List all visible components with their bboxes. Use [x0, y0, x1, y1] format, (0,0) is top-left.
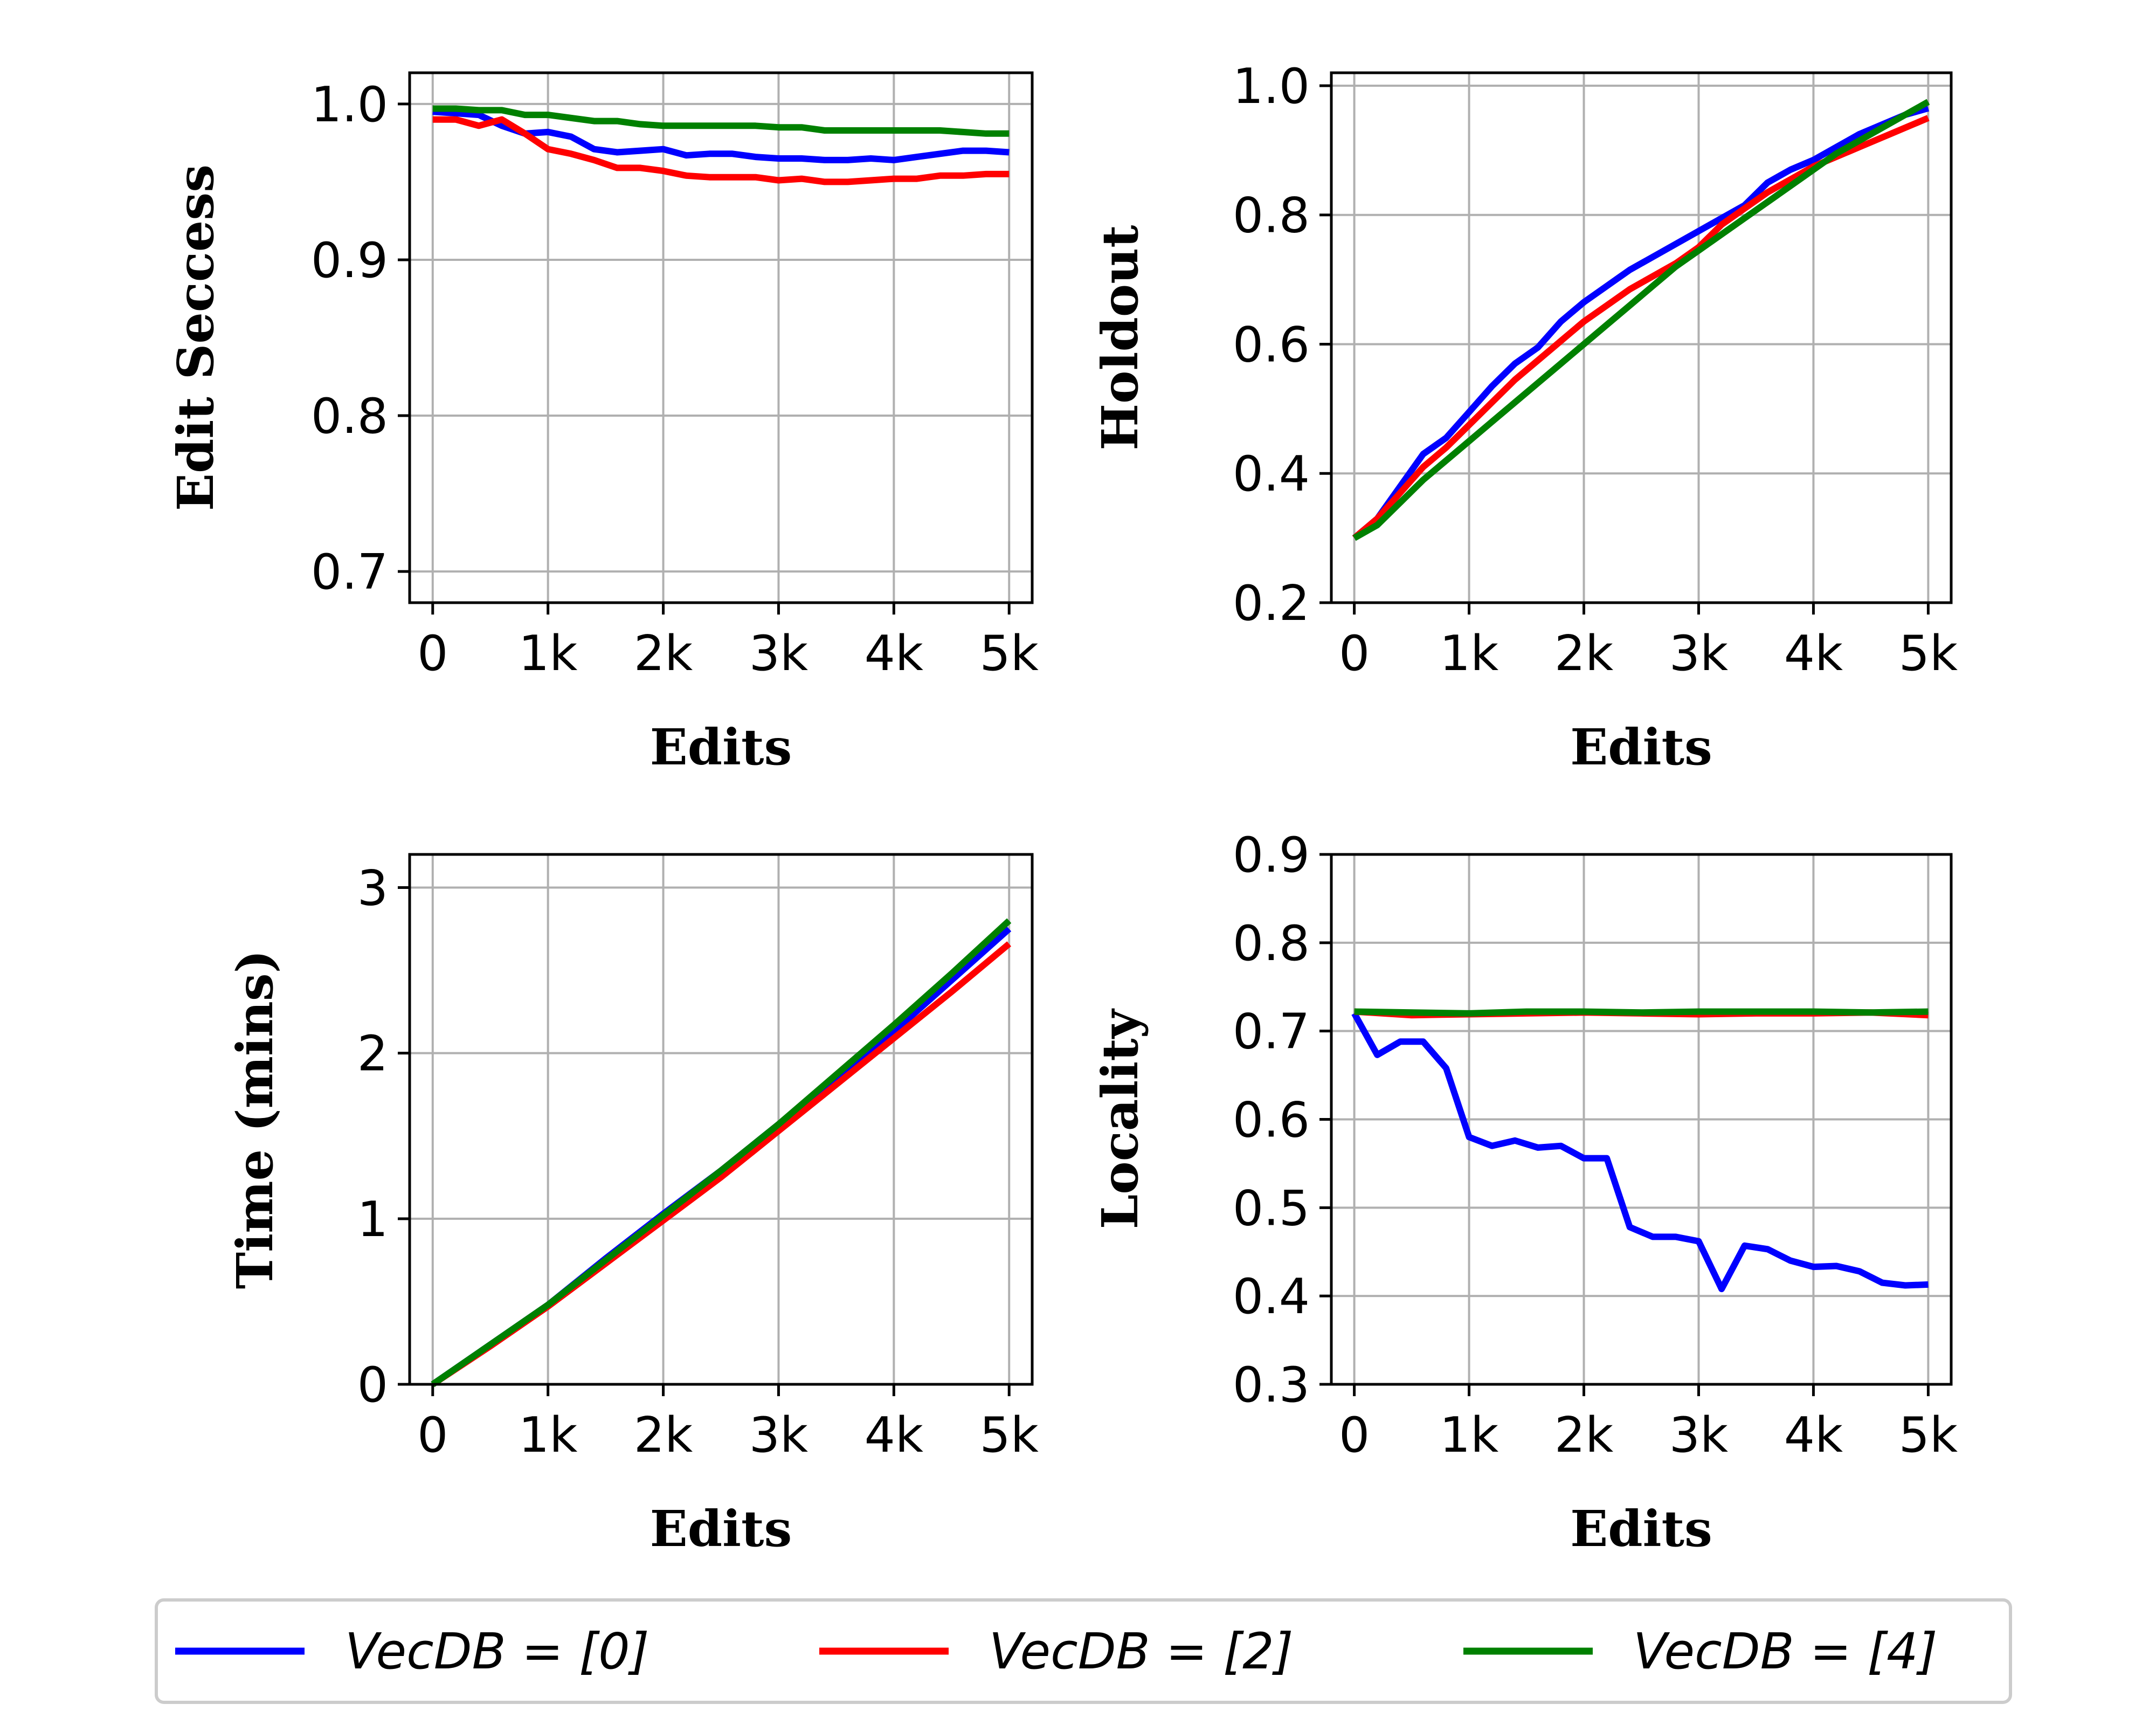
- series-line: [432, 116, 1010, 185]
- y-tick-label: 0.6: [1233, 316, 1310, 373]
- x-axis-label: Edits: [1570, 1500, 1712, 1558]
- y-tick-label: 0.8: [1233, 915, 1310, 972]
- x-tick-label: 0: [1339, 1407, 1370, 1464]
- x-tick-label: 3k: [749, 625, 808, 682]
- y-tick-label: 0.8: [1233, 188, 1310, 244]
- y-tick-label: 0.4: [1233, 1268, 1310, 1325]
- series-line: [431, 918, 1012, 1387]
- x-tick-label: 2k: [1554, 1407, 1613, 1464]
- series-line: [432, 105, 1010, 137]
- legend-label: VecDB = [2]: [989, 1623, 1294, 1680]
- y-tick-label: 0.6: [1233, 1092, 1310, 1149]
- y-tick-label: 0.9: [311, 232, 388, 289]
- y-tick-label: 0.8: [311, 388, 388, 445]
- y-tick-label: 1.0: [1233, 58, 1310, 115]
- chart-panel: 0 1k 2k 3k 4k 5k 0 1 2 3 Edits Time (mins): [226, 853, 1039, 1558]
- series-line: [1351, 1011, 1929, 1293]
- legend-label: VecDB = [0]: [345, 1623, 649, 1680]
- y-tick-label: 1.0: [311, 77, 388, 133]
- series-line: [1352, 99, 1930, 541]
- x-tick-label: 4k: [1784, 625, 1843, 682]
- x-tick-label: 4k: [865, 625, 923, 682]
- legend-entry: VecDB = [0]: [175, 1623, 649, 1680]
- x-tick-label: 5k: [1899, 1407, 1958, 1464]
- y-tick-label: 2: [357, 1026, 388, 1082]
- x-tick-label: 2k: [634, 625, 693, 682]
- chart-panels: 0 1k 2k 3k 4k 5k 0.7 0.8 0.9 1.0 Edits Edit Seccess…: [167, 58, 1958, 1558]
- y-tick-label: 3: [357, 860, 388, 916]
- y-tick-label: 1: [357, 1191, 388, 1248]
- series-line: [1352, 105, 1930, 541]
- y-tick-label: 0.9: [1233, 827, 1310, 884]
- y-axis-label: Locality: [1091, 1008, 1149, 1229]
- x-axis-label: Edits: [1570, 718, 1712, 776]
- x-tick-label: 3k: [1669, 1407, 1728, 1464]
- legend-entry: VecDB = [4]: [1463, 1623, 1938, 1680]
- x-tick-label: 1k: [519, 1407, 577, 1464]
- x-axis-label: Edits: [650, 1500, 792, 1558]
- x-tick-label: 0: [417, 625, 448, 682]
- y-tick-label: 0.2: [1233, 575, 1310, 632]
- y-tick-label: 0: [357, 1357, 388, 1413]
- x-tick-label: 0: [417, 1407, 448, 1464]
- y-tick-label: 0.7: [311, 544, 388, 601]
- x-tick-label: 2k: [1554, 625, 1613, 682]
- chart-panel: 0 1k 2k 3k 4k 5k 0.3 0.4 0.5 0.6 0.7 0.8 0.9 Edits Loc…: [1091, 827, 1958, 1558]
- series-line: [1354, 1008, 1929, 1017]
- y-tick-label: 0.5: [1233, 1180, 1310, 1237]
- x-tick-label: 5k: [1899, 625, 1958, 682]
- axes-frame: [408, 71, 1034, 604]
- y-axis-label: Time (mins): [226, 950, 284, 1289]
- y-tick-label: 0.4: [1233, 446, 1310, 502]
- x-tick-label: 5k: [980, 625, 1039, 682]
- chart-panel: 0 1k 2k 3k 4k 5k 0.7 0.8 0.9 1.0 Edits Edit Seccess: [167, 71, 1039, 776]
- y-tick-label: 0.7: [1233, 1004, 1310, 1060]
- x-tick-label: 5k: [980, 1407, 1039, 1464]
- x-tick-label: 1k: [1440, 625, 1498, 682]
- axes-frame: [1330, 71, 1953, 604]
- legend-label: VecDB = [4]: [1633, 1623, 1938, 1680]
- y-axis-label: Holdout: [1091, 225, 1149, 451]
- y-axis-label: Edit Seccess: [167, 164, 225, 511]
- x-tick-label: 1k: [519, 625, 577, 682]
- x-tick-label: 3k: [749, 1407, 808, 1464]
- x-tick-label: 1k: [1440, 1407, 1498, 1464]
- legend-entry: VecDB = [2]: [819, 1623, 1294, 1680]
- x-axis-label: Edits: [650, 718, 792, 776]
- x-tick-label: 4k: [865, 1407, 923, 1464]
- x-tick-label: 3k: [1669, 625, 1728, 682]
- legend: VecDB = [0] VecDB = [2] VecDB = [4]: [155, 1598, 2012, 1704]
- y-tick-label: 0.3: [1233, 1357, 1310, 1413]
- axes-frame: [408, 853, 1034, 1386]
- chart-panel: 0 1k 2k 3k 4k 5k 0.2 0.4 0.6 0.8 1.0 Edits Holdout: [1091, 58, 1958, 776]
- x-tick-label: 4k: [1784, 1407, 1843, 1464]
- x-tick-label: 2k: [634, 1407, 693, 1464]
- legend-frame: [155, 1598, 2012, 1704]
- x-tick-label: 0: [1339, 625, 1370, 682]
